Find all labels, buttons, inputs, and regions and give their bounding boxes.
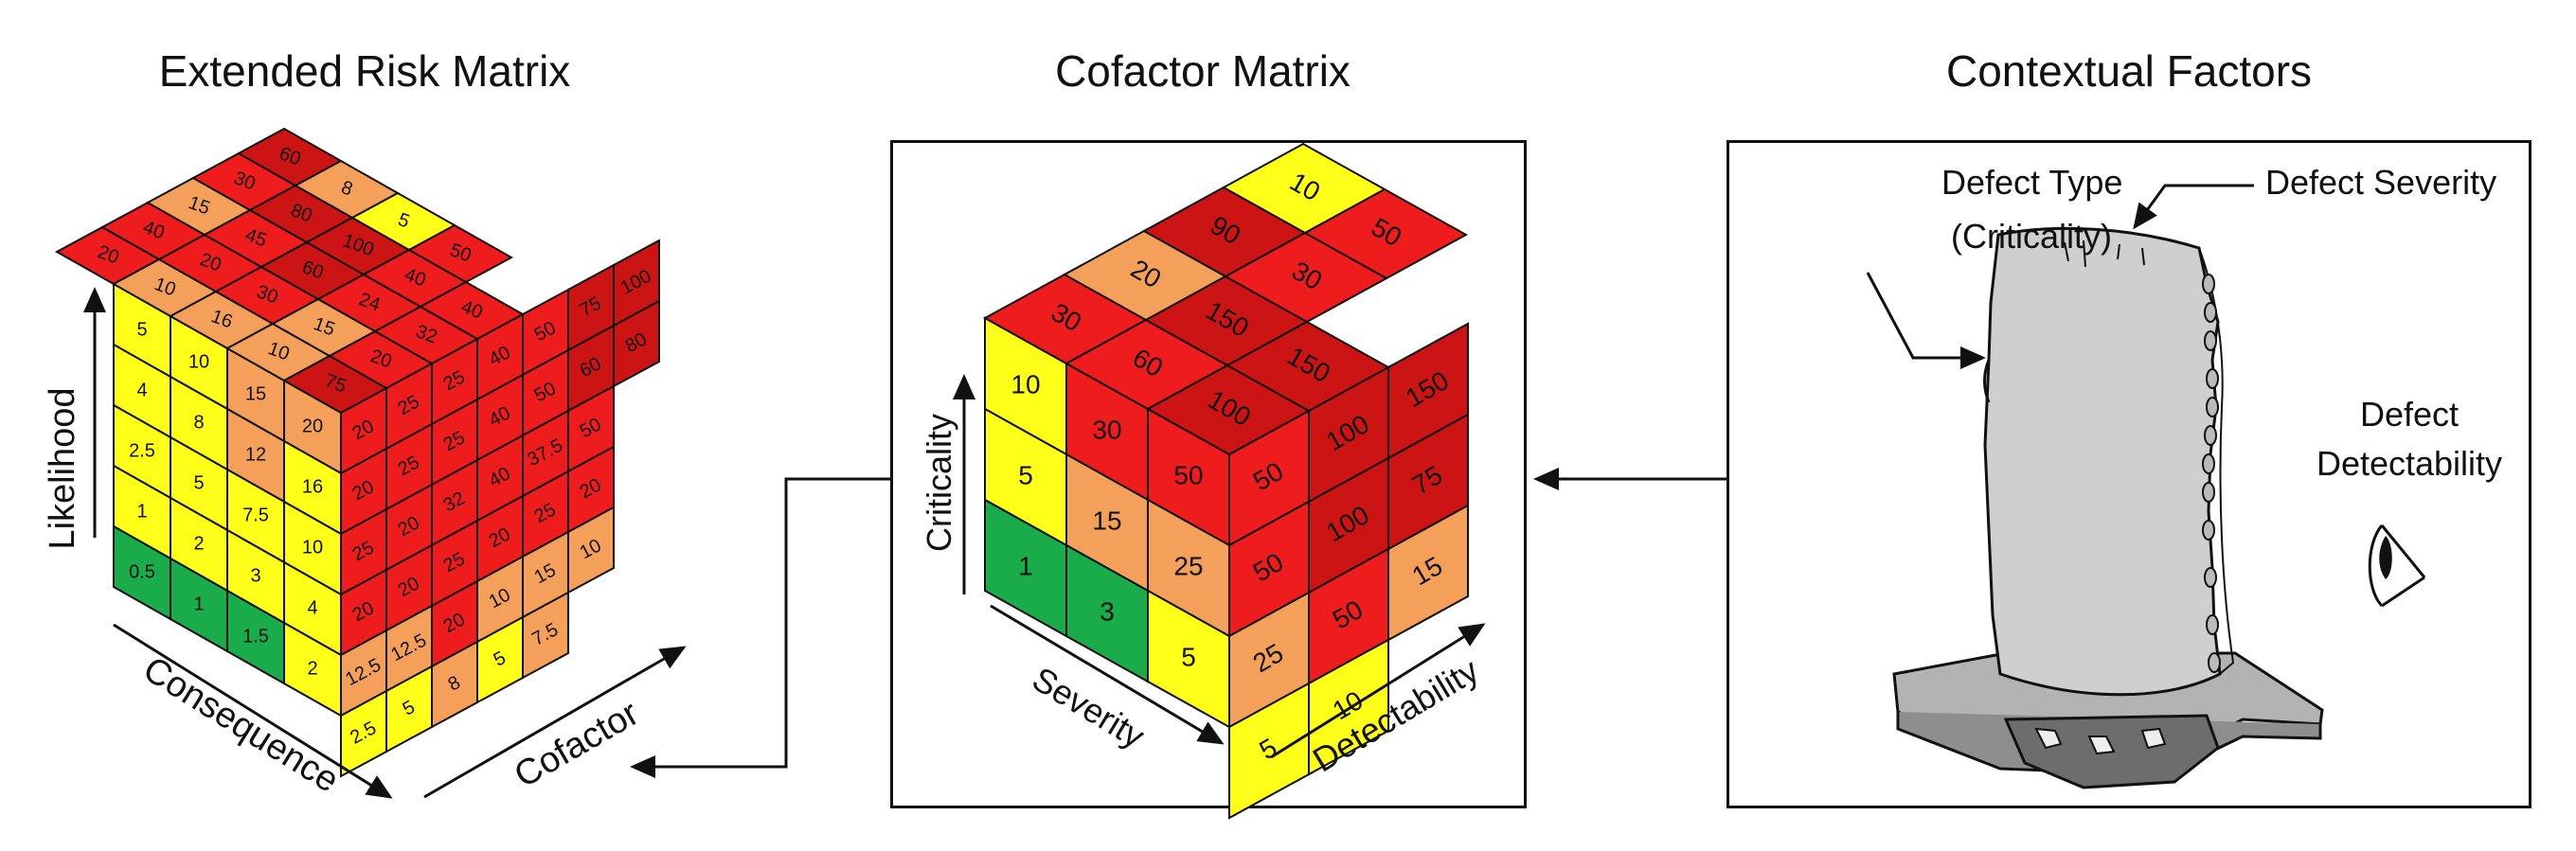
cofactor-matrix-title: Cofactor Matrix (1055, 46, 1351, 96)
front-cell-value: 4 (136, 380, 147, 400)
blade-tip-cracks (2064, 239, 2145, 268)
defect-type-callout-arrow (1866, 272, 1986, 369)
cofactor-matrix-frame (890, 140, 1527, 808)
eye-pupil (2379, 536, 2392, 579)
top-cell (418, 280, 526, 341)
defect-type-label: Defect Type (1941, 163, 2122, 202)
extended-risk-cube: 51015204812162.557.51012340.511.52202525… (54, 127, 660, 778)
blade-trailing-edge-holes (2202, 274, 2221, 673)
blade-root-slots (2034, 727, 2167, 755)
severity-axis-arrow (990, 604, 1225, 745)
side-cell (1387, 504, 1469, 642)
detectability-axis-arrow (1270, 623, 1486, 759)
front-cell-value: 1 (136, 501, 147, 522)
front-cell-value: 5 (1181, 642, 1196, 671)
criticality-axis-label: Criticality (920, 414, 958, 552)
front-cell-value: 20 (302, 416, 323, 436)
front-cell-value: 0.5 (129, 561, 155, 582)
front-cell-value: 30 (1092, 415, 1121, 444)
front-cell-value: 25 (1173, 551, 1203, 580)
contextual-factors-frame (1726, 140, 2531, 808)
front-cell-value: 15 (1092, 505, 1121, 535)
cofactor-axis-arrow (423, 646, 687, 799)
front-cell-value: 1 (193, 594, 204, 614)
criticality-sub-label: (Criticality) (1951, 217, 2112, 256)
contextual-factors-title: Contextual Factors (1945, 46, 2313, 96)
front-cell-value: 2 (307, 658, 317, 679)
front-cell-value: 8 (193, 412, 204, 433)
blade-airfoil (1983, 226, 2222, 697)
defect-severity-label: Defect Severity (2265, 163, 2496, 202)
front-cell-value: 12 (245, 444, 266, 465)
front-cell-value: 2 (193, 533, 204, 554)
consequence-axis-arrow (113, 623, 393, 799)
front-cell-value: 10 (188, 351, 209, 372)
front-cell-value: 5 (193, 472, 204, 493)
front-cell-value: 7.5 (242, 505, 269, 525)
cofactor-to-extended-arrow (630, 477, 890, 778)
front-cell-value: 10 (302, 537, 323, 558)
front-cell-value: 1 (1018, 551, 1033, 580)
side-cell (613, 299, 660, 388)
defect-detectability-label-line2: Detectability (2317, 444, 2502, 483)
front-cell-value: 10 (1011, 369, 1040, 399)
eye-outline (2368, 524, 2384, 608)
front-cell-value: 5 (136, 319, 147, 340)
defect-detectability-label-line1: Defect (2360, 395, 2459, 434)
front-cell-value: 5 (1018, 460, 1033, 489)
front-cell-value: 3 (1100, 596, 1115, 626)
extended-risk-matrix-title: Extended Risk Matrix (158, 46, 571, 96)
front-cell-value: 16 (302, 476, 323, 497)
blade-leading-edge-notch (1983, 359, 1991, 403)
front-cell-value: 15 (245, 383, 266, 404)
front-cell-value: 1.5 (242, 626, 269, 647)
blade-trailing-edge (2198, 247, 2235, 675)
front-cell-value: 4 (307, 597, 317, 618)
side-cell (567, 505, 615, 594)
likelihood-axis-label: Likelihood (43, 387, 82, 549)
top-cell (406, 223, 514, 284)
front-cell-value: 3 (250, 565, 260, 586)
top-cell (1302, 187, 1469, 280)
eye-lids (2380, 524, 2426, 608)
front-cell-value: 2.5 (129, 440, 155, 461)
defect-severity-callout-arrow (2133, 184, 2254, 230)
side-cell (522, 591, 569, 680)
top-cell (1225, 320, 1391, 413)
cofactor-cube: 1030505152513550100150501007525501551030… (982, 142, 1469, 820)
turbine-blade-illustration (1892, 226, 2426, 789)
front-cell-value: 50 (1173, 460, 1203, 489)
